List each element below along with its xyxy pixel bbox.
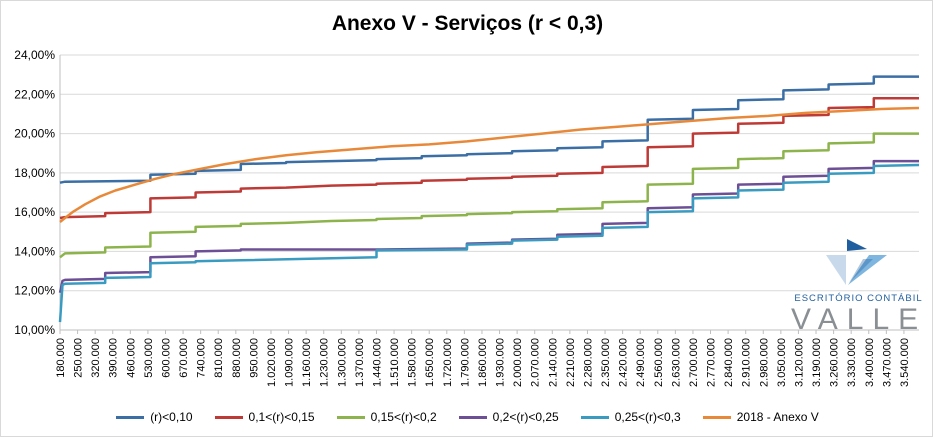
x-tick-label: 670.000	[178, 338, 190, 378]
x-tick-label: 1.370.000	[354, 338, 366, 387]
x-tick-label: 3.330.000	[846, 338, 858, 387]
x-tick-label: 1.020.000	[266, 338, 278, 387]
x-tick-label: 460.000	[125, 338, 137, 378]
chart-title: Anexo V - Serviços (r < 0,3)	[331, 12, 604, 35]
legend-swatch	[580, 415, 609, 419]
y-tick-label: 16,00%	[14, 205, 55, 219]
logo-name: VALLE	[791, 303, 928, 336]
x-tick-label: 950.000	[248, 338, 260, 378]
legend-label: 2018 - Anexo V	[736, 410, 819, 424]
x-tick-label: 2.420.000	[618, 338, 630, 387]
legend-label: (r)<0,10	[150, 410, 193, 424]
x-tick-label: 2.280.000	[582, 338, 594, 387]
legend-item: 0,2<(r)<0,25	[458, 407, 559, 427]
x-tick-label: 2.210.000	[565, 338, 577, 387]
legend-item: 0,15<(r)<0,2	[336, 407, 437, 427]
x-tick-label: 1.720.000	[442, 338, 454, 387]
x-tick-label: 1.930.000	[495, 338, 507, 387]
x-tick-label: 1.580.000	[407, 338, 419, 387]
series-line-2	[59, 132, 919, 259]
x-tick-label: 600.000	[160, 338, 172, 378]
x-tick-label: 2.490.000	[635, 338, 647, 387]
x-tick-label: 3.120.000	[793, 338, 805, 387]
series-line-5	[59, 106, 920, 223]
y-tick-label: 12,00%	[14, 284, 55, 298]
x-tick-label: 2.350.000	[600, 338, 612, 387]
x-tick-label: 1.300.000	[336, 338, 348, 387]
logo-mark-icon	[826, 239, 887, 285]
legend-item: 0,25<(r)<0,3	[580, 407, 681, 427]
x-tick-label: 530.000	[143, 338, 155, 378]
legend-swatch	[214, 415, 243, 419]
logo-subtitle: ESCRITÓRIO CONTÁBIL	[794, 293, 923, 304]
legend-label: 0,1<(r)<0,15	[248, 410, 315, 424]
x-tick-label: 2.140.000	[547, 338, 559, 387]
x-tick-label: 3.400.000	[864, 338, 876, 387]
legend-item: (r)<0,10	[116, 407, 193, 427]
series-line-4	[58, 163, 920, 323]
x-tick-label: 2.980.000	[758, 338, 770, 387]
x-tick-label: 1.790.000	[459, 338, 471, 387]
y-tick-label: 18,00%	[14, 166, 55, 180]
x-tick-label: 1.090.000	[284, 338, 296, 387]
legend-swatch	[336, 415, 365, 419]
company-logo: ESCRITÓRIO CONTÁBIL VALLE	[791, 237, 926, 336]
axes	[59, 55, 919, 331]
x-tick-label: 1.860.000	[477, 338, 489, 387]
x-tick-label: 3.470.000	[881, 338, 893, 387]
legend: (r)<0,10 0,1<(r)<0,15 0,15<(r)<0,2 0,2<(r)<…	[1, 407, 933, 427]
x-tick-label: 2.700.000	[688, 338, 700, 387]
x-tick-label: 880.000	[231, 338, 243, 378]
legend-label: 0,15<(r)<0,2	[370, 410, 437, 424]
x-tick-label: 2.630.000	[670, 338, 682, 387]
x-tick-label: 2.000.000	[512, 338, 524, 387]
y-tick-label: 20,00%	[14, 127, 55, 141]
x-tick-label: 1.160.000	[301, 338, 313, 387]
x-tick-label: 1.440.000	[371, 338, 383, 387]
y-tick-label: 24,00%	[14, 48, 55, 62]
x-tick-label: 1.650.000	[424, 338, 436, 387]
series-line-0	[59, 75, 919, 184]
x-tick-label: 390.000	[108, 338, 120, 378]
series-line-1	[59, 96, 919, 220]
x-tick-label: 3.260.000	[829, 338, 841, 387]
x-tick-label: 2.840.000	[723, 338, 735, 387]
y-tick-label: 14,00%	[14, 244, 55, 258]
legend-swatch	[458, 415, 487, 419]
x-tick-label: 3.190.000	[811, 338, 823, 387]
x-tick-label: 250.000	[73, 338, 85, 378]
x-tick-label: 740.000	[196, 338, 208, 378]
legend-label: 0,2<(r)<0,25	[492, 410, 559, 424]
legend-item: 0,1<(r)<0,15	[214, 407, 315, 427]
y-tick-label: 10,00%	[14, 323, 55, 337]
legend-label: 0,25<(r)<0,3	[614, 410, 681, 424]
series-lines	[58, 75, 920, 323]
x-tick-label: 2.070.000	[530, 338, 542, 387]
x-tick-label: 180.000	[55, 338, 67, 378]
x-tick-label: 320.000	[90, 338, 102, 378]
legend-swatch	[116, 415, 145, 419]
x-tick-label: 810.000	[213, 338, 225, 378]
y-axis-ticks: 10,00% 12,00% 14,00% 16,00% 18,00% 20,00% 22,0…	[14, 48, 55, 337]
x-tick-label: 2.910.000	[741, 338, 753, 387]
legend-swatch	[702, 415, 731, 419]
x-tick-label: 3.540.000	[899, 338, 911, 387]
y-tick-label: 22,00%	[14, 87, 55, 101]
x-tick-label: 1.230.000	[319, 338, 331, 387]
x-axis-ticks: 180.000 250.000 320.000 390.000 460.000 530.0…	[55, 330, 911, 387]
x-tick-label: 3.050.000	[776, 338, 788, 387]
legend-item: 2018 - Anexo V	[702, 407, 819, 427]
x-tick-label: 1.510.000	[389, 338, 401, 387]
x-tick-label: 2.560.000	[653, 338, 665, 387]
x-tick-label: 2.770.000	[706, 338, 718, 387]
